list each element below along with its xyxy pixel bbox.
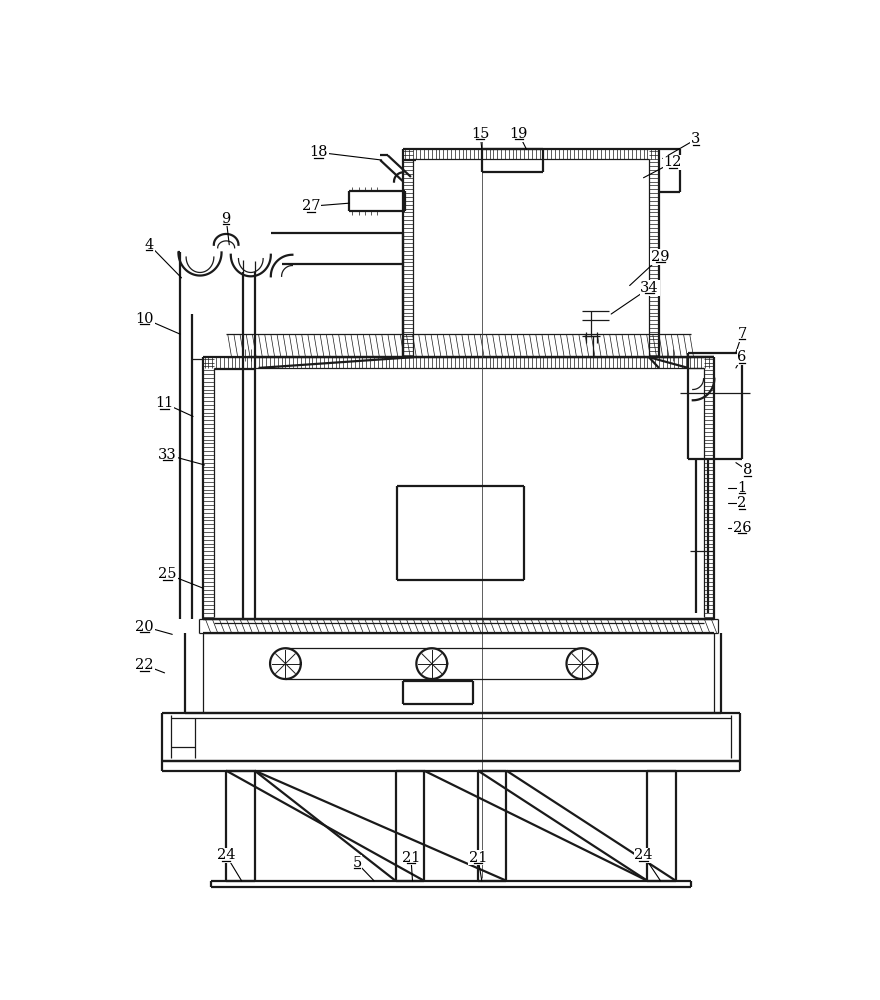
Text: 22: 22	[136, 658, 154, 672]
Text: 27: 27	[302, 199, 320, 213]
Text: 6: 6	[737, 350, 747, 364]
Text: 10: 10	[136, 312, 154, 326]
Text: 21: 21	[402, 851, 420, 865]
Text: 11: 11	[156, 396, 173, 410]
Text: 2: 2	[737, 496, 747, 510]
Text: 15: 15	[471, 127, 489, 141]
Text: 25: 25	[158, 567, 177, 581]
Text: 3: 3	[691, 132, 700, 146]
Text: 19: 19	[510, 127, 528, 141]
Text: 12: 12	[664, 155, 682, 169]
Text: 26: 26	[733, 521, 752, 535]
Text: 20: 20	[136, 620, 154, 634]
Text: 9: 9	[222, 212, 231, 226]
Text: 1: 1	[737, 481, 746, 495]
Text: 29: 29	[651, 250, 670, 264]
Text: 21: 21	[469, 851, 488, 865]
Text: 5: 5	[352, 856, 362, 870]
Text: 33: 33	[158, 448, 177, 462]
Text: 8: 8	[743, 463, 752, 477]
Text: 24: 24	[634, 848, 653, 862]
Text: 18: 18	[309, 145, 328, 159]
Text: 4: 4	[144, 238, 154, 252]
Text: 7: 7	[737, 327, 747, 341]
Text: 34: 34	[641, 281, 659, 295]
Text: 24: 24	[216, 848, 236, 862]
